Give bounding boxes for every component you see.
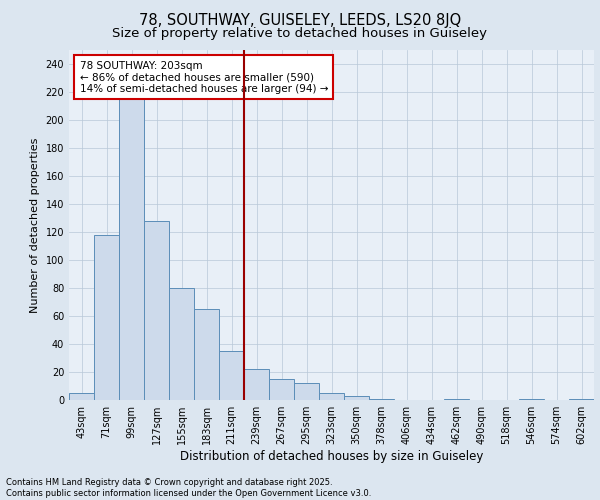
Bar — [219, 351, 244, 400]
Text: Size of property relative to detached houses in Guiseley: Size of property relative to detached ho… — [113, 28, 487, 40]
Bar — [344, 396, 369, 400]
Bar — [269, 379, 294, 400]
Bar — [119, 78, 144, 400]
Text: 78, SOUTHWAY, GUISELEY, LEEDS, LS20 8JQ: 78, SOUTHWAY, GUISELEY, LEEDS, LS20 8JQ — [139, 12, 461, 28]
Text: 78 SOUTHWAY: 203sqm
← 86% of detached houses are smaller (590)
14% of semi-detac: 78 SOUTHWAY: 203sqm ← 86% of detached ho… — [79, 60, 328, 94]
Bar — [194, 309, 219, 400]
Bar — [144, 221, 169, 400]
Bar — [444, 398, 469, 400]
Bar — [294, 383, 319, 400]
Bar — [319, 393, 344, 400]
Text: Contains HM Land Registry data © Crown copyright and database right 2025.
Contai: Contains HM Land Registry data © Crown c… — [6, 478, 371, 498]
X-axis label: Distribution of detached houses by size in Guiseley: Distribution of detached houses by size … — [180, 450, 483, 463]
Y-axis label: Number of detached properties: Number of detached properties — [30, 138, 40, 312]
Bar — [369, 398, 394, 400]
Bar — [94, 235, 119, 400]
Bar — [69, 393, 94, 400]
Bar — [169, 288, 194, 400]
Bar — [244, 369, 269, 400]
Bar — [569, 398, 594, 400]
Bar — [519, 398, 544, 400]
